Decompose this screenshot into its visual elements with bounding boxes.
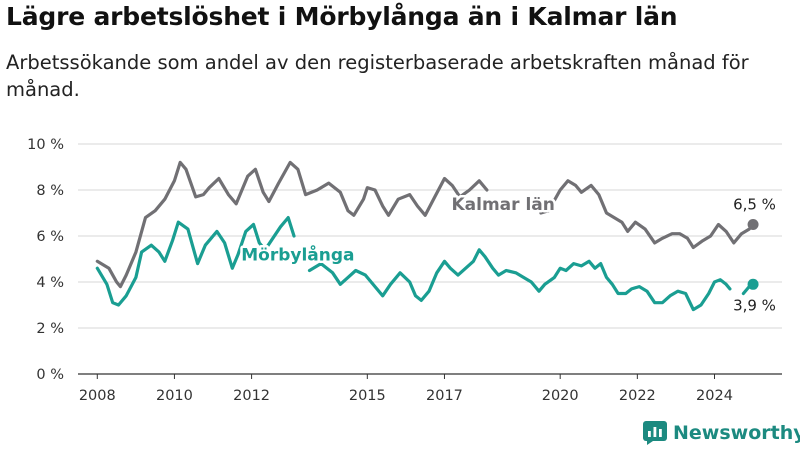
x-tick-label: 2010 — [156, 388, 193, 404]
y-tick-label: 0 % — [36, 367, 64, 383]
x-tick-label: 2015 — [349, 388, 386, 404]
y-tick-label: 10 % — [27, 137, 64, 153]
newsworthy-logo-icon — [643, 421, 667, 445]
morbylanga-end-label: 3,9 % — [733, 296, 776, 314]
series-lines — [95, 160, 759, 312]
morbylanga-end-point — [747, 278, 759, 290]
kalmar-lan-end-label: 6,5 % — [733, 196, 776, 214]
x-tick-label: 2022 — [619, 388, 656, 404]
gridlines — [78, 143, 782, 375]
x-tick-label: 2020 — [542, 388, 579, 404]
x-tick-label: 2008 — [79, 388, 116, 404]
chart-title: Lägre arbetslöshet i Mörbylånga än i Kal… — [6, 2, 678, 31]
brand-name: Newsworthy — [673, 422, 800, 444]
kalmar-lan-series-label: Kalmar län — [451, 195, 554, 215]
y-tick-label: 2 % — [36, 321, 64, 337]
brand-logo: Newsworthy — [643, 418, 800, 448]
kalmar-lan-end-point — [747, 219, 759, 230]
kalmar-lan-line — [95, 160, 489, 289]
x-tick-label: 2012 — [233, 388, 270, 404]
morbylanga-line — [307, 248, 732, 312]
series-labels: 6,5 % 3,9 % Kalmar län Mörbylånga — [239, 192, 776, 314]
y-tick-label: 8 % — [36, 183, 64, 199]
kalmar-lan-line — [539, 179, 755, 250]
x-tick-label: 2024 — [696, 388, 733, 404]
chart-subtitle: Arbetssökande som andel av den registerb… — [6, 51, 749, 101]
y-tick-label: 6 % — [36, 229, 64, 245]
morbylanga-line — [95, 216, 296, 307]
axes: 0 % 2 % 4 % 6 % 8 % 10 % 2008 2010 2012 2015 2017 2… — [27, 137, 733, 404]
morbylanga-series-label: Mörbylånga — [241, 243, 354, 265]
y-tick-label: 4 % — [36, 275, 64, 291]
x-tick-label: 2017 — [426, 388, 463, 404]
